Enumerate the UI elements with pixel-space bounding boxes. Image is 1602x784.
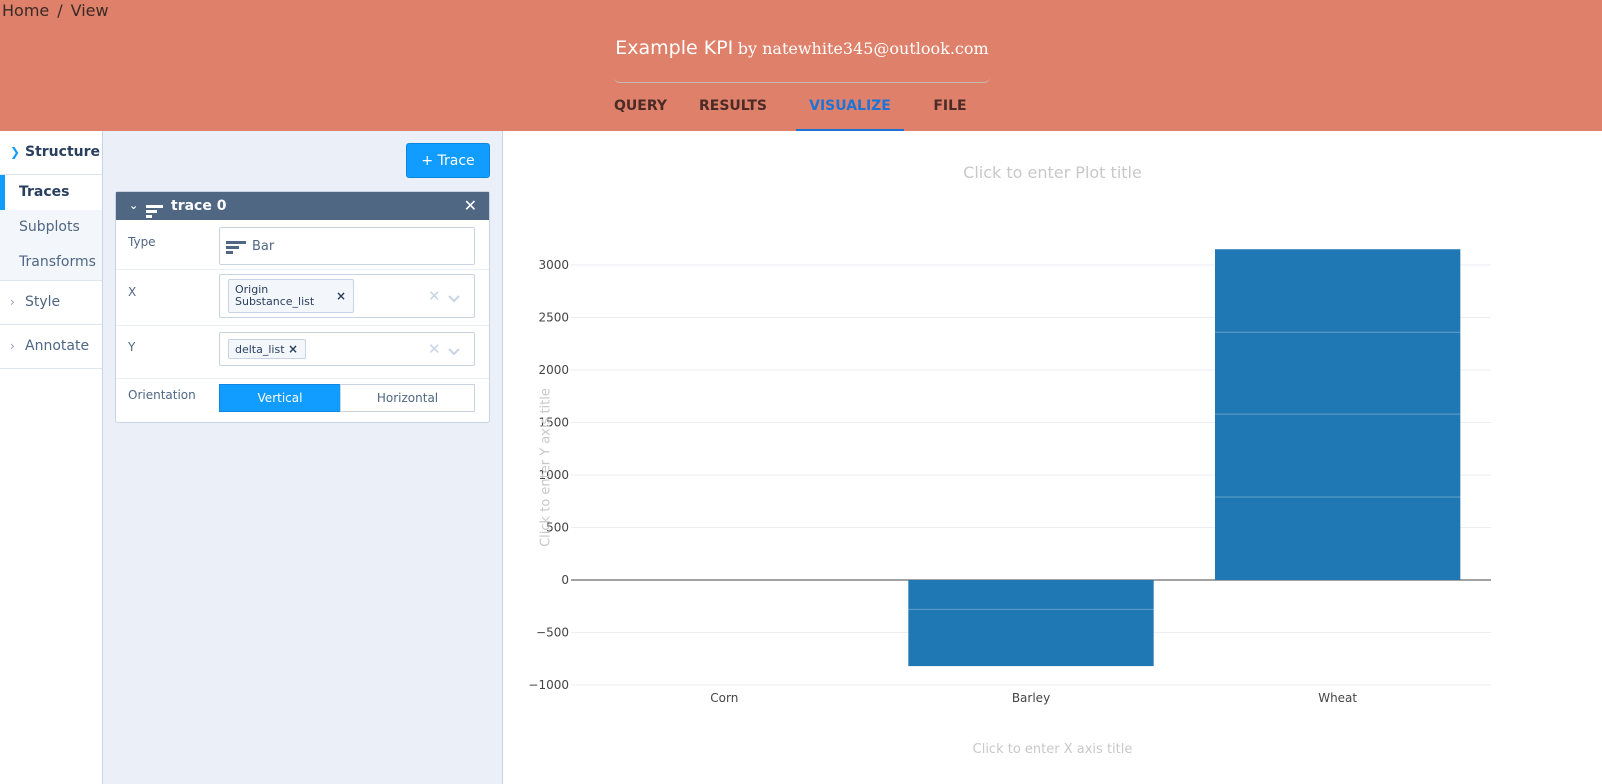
bar-chart-icon xyxy=(226,240,246,259)
remove-tag-icon[interactable]: × xyxy=(287,342,298,356)
breadcrumb-separator: / xyxy=(57,1,63,20)
x-value-line1: Origin xyxy=(235,283,269,296)
tab-results[interactable]: RESULTS xyxy=(698,98,768,114)
x-label: X xyxy=(128,285,137,299)
y-value-text: delta_list xyxy=(235,343,285,356)
page-title: Example KPI by natewhite345@outlook.com xyxy=(614,37,990,83)
trace-type-value: Bar xyxy=(252,239,275,254)
y-tick-label: −500 xyxy=(536,626,569,640)
chevron-down-icon: ❯ xyxy=(10,145,21,159)
y-tick-label: −1000 xyxy=(528,678,569,692)
chevron-down-icon[interactable] xyxy=(448,288,460,307)
trace-panel: + Trace ⌄ trace 0 ✕ Type Bar X xyxy=(103,131,503,784)
breadcrumb-home-link[interactable]: Home xyxy=(2,1,50,20)
plot-title-placeholder[interactable]: Click to enter Plot title xyxy=(963,163,1142,182)
app-header: Home / View Example KPI by natewhite345@ou… xyxy=(0,0,1602,131)
trace-type-select[interactable]: Bar xyxy=(219,227,475,265)
sidebar-item-transforms[interactable]: Transforms xyxy=(0,245,102,280)
y-label: Y xyxy=(128,340,136,354)
page-title-text: Example KPI xyxy=(615,37,734,59)
bar-trace-icon xyxy=(146,200,163,228)
breadcrumb-current: View xyxy=(70,1,109,20)
x-data-select[interactable]: Origin Substance_list × ✕ xyxy=(219,274,475,318)
y-tick-label: 1500 xyxy=(538,416,569,430)
trace-card: ⌄ trace 0 ✕ Type Bar X Origin xyxy=(115,191,490,423)
y-tick-label: 500 xyxy=(546,521,569,535)
close-icon[interactable]: ✕ xyxy=(463,196,477,215)
plot-area: Click to enter Plot title −1000 −500 0 500 1… xyxy=(503,131,1602,784)
y-tick-label: 1000 xyxy=(538,468,569,482)
y-tick-label: 3000 xyxy=(538,258,569,272)
y-data-select[interactable]: delta_list × ✕ xyxy=(219,332,475,366)
chevron-right-icon: › xyxy=(10,339,15,353)
x-value-tag: Origin Substance_list × xyxy=(228,279,354,313)
remove-tag-icon[interactable]: × xyxy=(335,289,346,303)
y-tick-label: 0 xyxy=(561,573,569,587)
tab-visualize[interactable]: VISUALIZE xyxy=(796,86,904,131)
bar-barley[interactable] xyxy=(908,580,1154,667)
sidebar-group-annotate[interactable]: › Annotate xyxy=(0,325,102,369)
page-title-byline: by natewhite345@outlook.com xyxy=(737,39,989,58)
x-tick-label: Wheat xyxy=(1318,691,1357,705)
type-label: Type xyxy=(128,235,156,249)
orientation-horizontal-button[interactable]: Horizontal xyxy=(340,384,475,412)
chevron-down-icon[interactable] xyxy=(448,341,460,360)
x-tick-label: Corn xyxy=(710,691,738,705)
y-tick-label: 2500 xyxy=(538,311,569,325)
trace-name: trace 0 xyxy=(171,198,227,214)
sidebar-group-structure[interactable]: ❯ Structure xyxy=(0,131,102,175)
editor-sidebar: ❯ Structure Traces Subplots Transforms ›… xyxy=(0,131,103,784)
x-row: X Origin Substance_list × ✕ xyxy=(116,270,489,326)
trace-header[interactable]: ⌄ trace 0 ✕ xyxy=(116,192,489,220)
sidebar-item-subplots[interactable]: Subplots xyxy=(0,210,102,245)
y-row: Y delta_list × ✕ xyxy=(116,326,489,379)
sidebar-group-style[interactable]: › Style xyxy=(0,281,102,325)
y-value-tag: delta_list × xyxy=(228,339,306,359)
sidebar-group-label: Annotate xyxy=(25,338,90,354)
chevron-down-icon[interactable]: ⌄ xyxy=(129,199,139,212)
orientation-vertical-button[interactable]: Vertical xyxy=(219,384,341,412)
tab-file[interactable]: FILE xyxy=(933,98,967,114)
sidebar-group-label: Style xyxy=(25,294,61,310)
x-tick-label: Barley xyxy=(1012,691,1050,705)
bar-wheat[interactable] xyxy=(1215,249,1461,580)
add-trace-button[interactable]: + Trace xyxy=(406,143,490,178)
y-tick-label: 2000 xyxy=(538,363,569,377)
sidebar-group-label: Structure xyxy=(25,144,101,160)
clear-icon[interactable]: ✕ xyxy=(428,287,441,305)
y-axis-title-placeholder[interactable]: Click to enter Y axis title xyxy=(538,388,554,547)
bar-chart: −1000 −500 0 500 1000 1500 2000 2500 3000 Corn Bar… xyxy=(528,249,1491,705)
chevron-right-icon: › xyxy=(10,295,15,309)
x-value-line2: Substance_list xyxy=(235,295,315,308)
clear-icon[interactable]: ✕ xyxy=(428,340,441,358)
breadcrumb: Home / View xyxy=(2,1,109,20)
x-axis-title-placeholder[interactable]: Click to enter X axis title xyxy=(972,742,1133,757)
orientation-label: Orientation xyxy=(128,388,196,402)
sidebar-item-traces[interactable]: Traces xyxy=(0,175,102,210)
type-row: Type Bar xyxy=(116,221,489,270)
tab-query[interactable]: QUERY xyxy=(614,98,667,114)
